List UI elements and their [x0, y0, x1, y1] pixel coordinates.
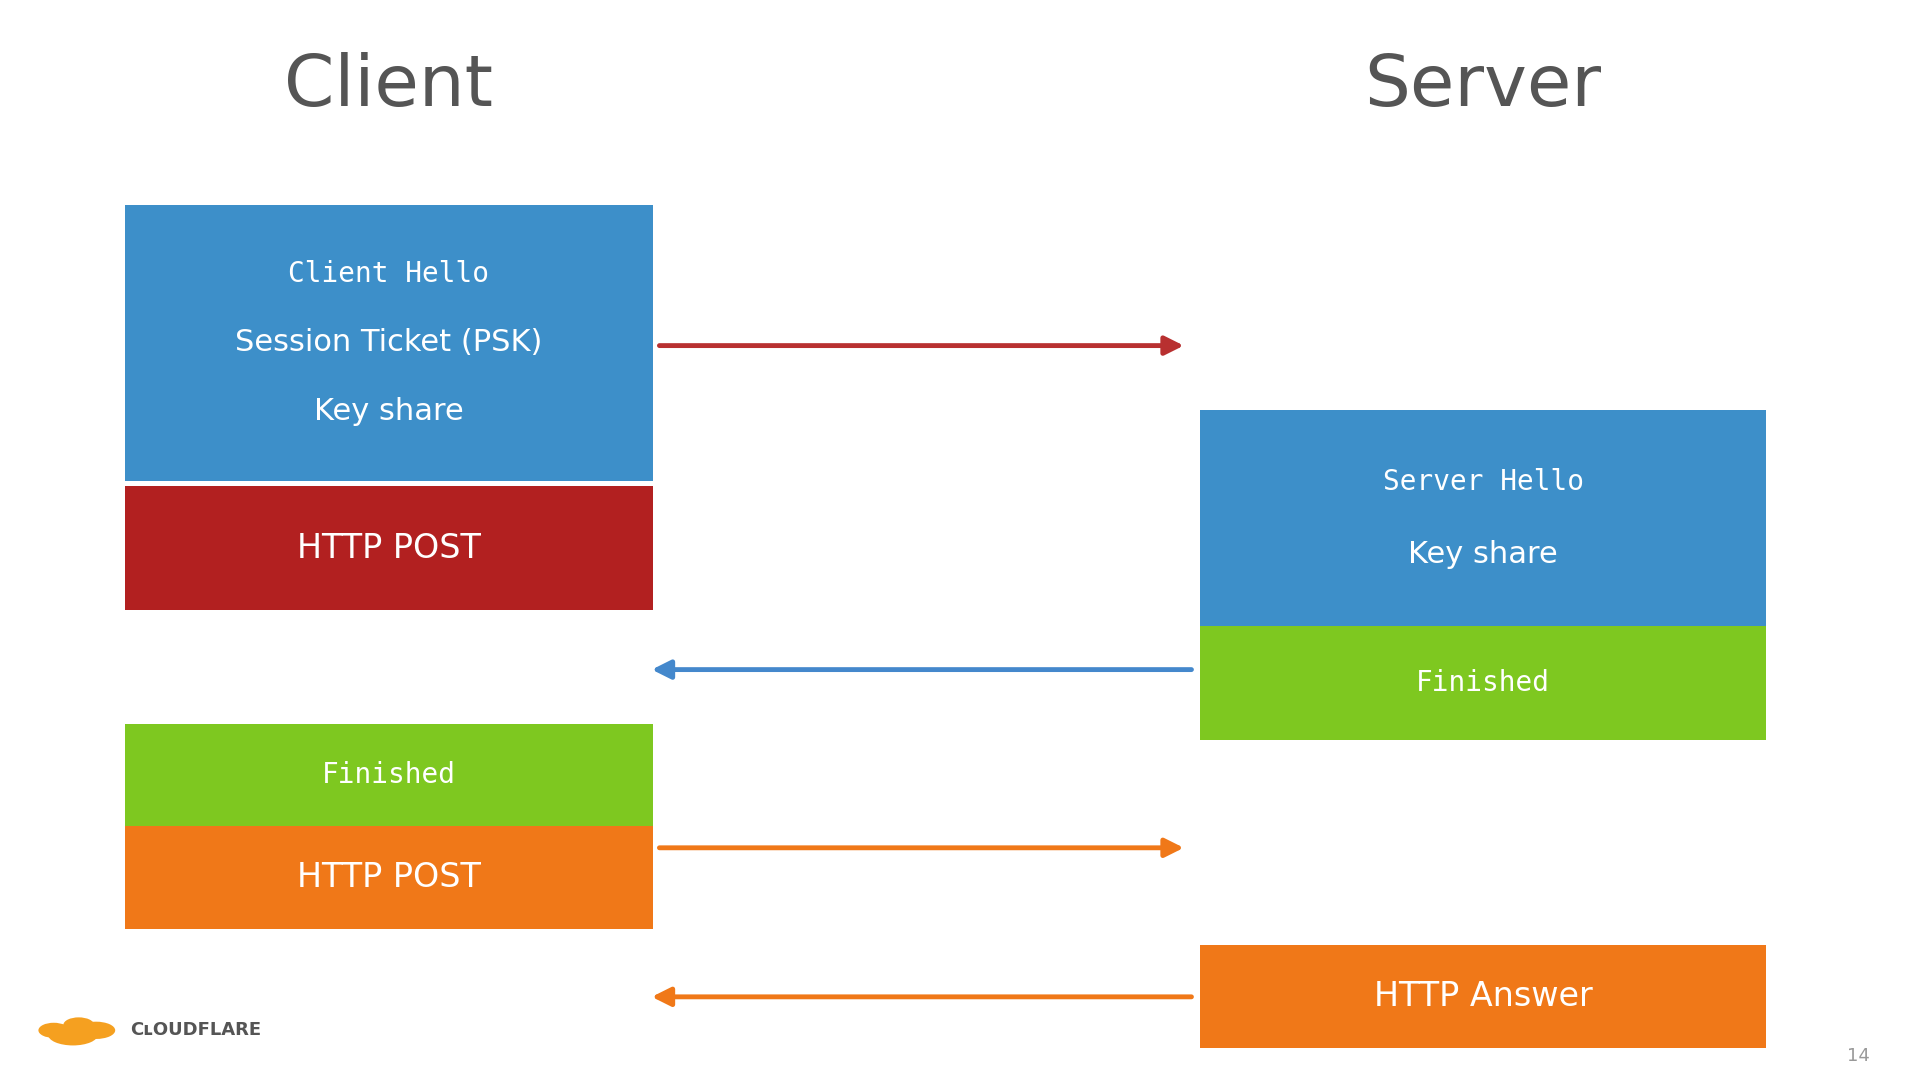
- Ellipse shape: [38, 1023, 69, 1038]
- Text: HTTP POST: HTTP POST: [298, 861, 480, 894]
- Text: Server Hello: Server Hello: [1382, 469, 1584, 497]
- Text: Key share: Key share: [1409, 540, 1557, 569]
- Bar: [1200, 626, 1766, 740]
- Ellipse shape: [63, 1017, 94, 1032]
- Text: HTTP POST: HTTP POST: [298, 531, 480, 565]
- Text: HTTP Answer: HTTP Answer: [1375, 980, 1592, 1013]
- Text: Client: Client: [284, 52, 493, 121]
- Text: Session Ticket (PSK): Session Ticket (PSK): [234, 328, 543, 357]
- Bar: [1200, 945, 1766, 1048]
- Text: Key share: Key share: [315, 397, 463, 427]
- Text: Finished: Finished: [323, 761, 455, 788]
- Text: Client Hello: Client Hello: [288, 260, 490, 288]
- Ellipse shape: [77, 1022, 115, 1039]
- Bar: [125, 486, 653, 610]
- Bar: [125, 724, 653, 826]
- Text: Server: Server: [1365, 52, 1601, 121]
- Bar: [125, 826, 653, 929]
- Text: Finished: Finished: [1417, 670, 1549, 697]
- Ellipse shape: [48, 1024, 98, 1045]
- Bar: [125, 205, 653, 481]
- Text: CʟOUDFLARE: CʟOUDFLARE: [131, 1022, 261, 1039]
- Text: 14: 14: [1847, 1048, 1870, 1065]
- Bar: [1200, 410, 1766, 626]
